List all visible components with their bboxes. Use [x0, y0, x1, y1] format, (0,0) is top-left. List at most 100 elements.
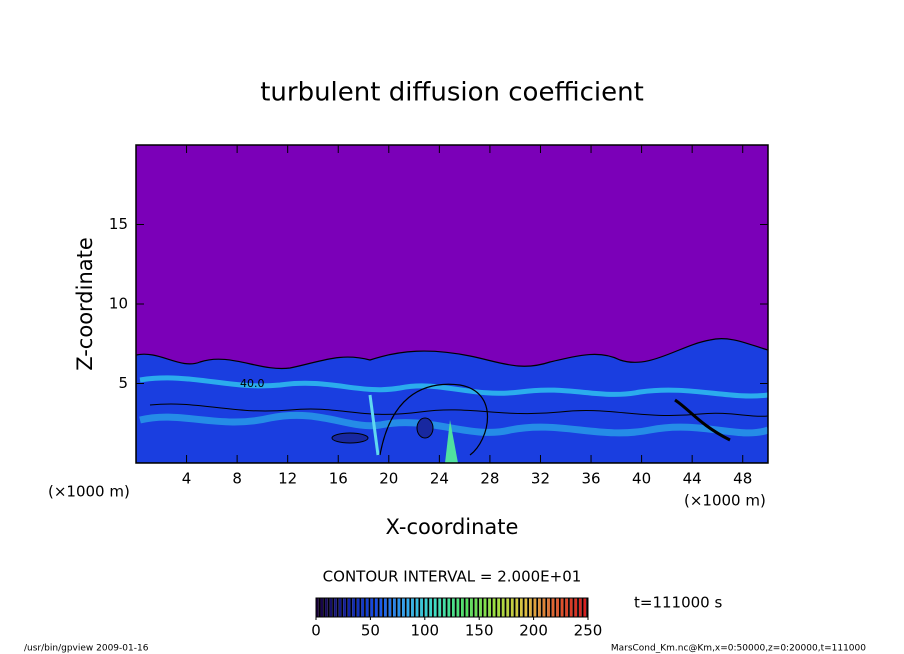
colorbar-swatch — [393, 598, 396, 617]
colorbar-gap — [472, 598, 475, 617]
colorbar-gap — [427, 598, 430, 617]
colorbar-gap — [554, 598, 557, 617]
colorbar-gap — [350, 598, 353, 617]
colorbar-swatch — [316, 598, 319, 617]
colorbar-swatch — [334, 598, 337, 617]
colorbar-gap — [377, 598, 380, 617]
colorbar-gap — [577, 598, 579, 617]
colorbar-gap — [504, 598, 507, 617]
colorbar-gap — [477, 598, 480, 617]
colorbar-swatch — [384, 598, 387, 617]
colorbar-swatch — [556, 598, 559, 617]
colorbar-gap — [545, 598, 548, 617]
colorbar-gap — [522, 598, 525, 617]
colorbar-tick-label: 250 — [574, 622, 603, 640]
colorbar-swatch — [465, 598, 469, 617]
colorbar-swatch — [388, 598, 392, 617]
colorbar-gap — [500, 598, 502, 617]
colorbar-swatch — [551, 598, 555, 617]
colorbar-gap — [364, 598, 366, 617]
colorbar-swatch — [365, 598, 369, 617]
colorbar-swatch — [501, 598, 505, 617]
colorbar-gap — [418, 598, 421, 617]
colorbar-swatch — [515, 598, 519, 617]
colorbar-swatch — [488, 598, 491, 617]
y-unit: (×1000 m) — [48, 483, 130, 501]
colorbar-swatch — [529, 598, 532, 617]
colorbar-swatch — [411, 598, 414, 617]
colorbar-swatch — [483, 598, 487, 617]
colorbar-tick-label: 150 — [465, 622, 494, 640]
colorbar-gap — [468, 598, 471, 617]
chart-title: turbulent diffusion coefficient — [260, 78, 644, 108]
colorbar-gap — [354, 598, 357, 617]
colorbar-swatch — [538, 598, 541, 617]
x-tick-label: 8 — [232, 470, 242, 488]
x-tick-label: 20 — [379, 470, 398, 488]
colorbar-swatch — [329, 598, 333, 617]
colorbar-gap — [568, 598, 570, 617]
colorbar-swatch — [347, 598, 351, 617]
x-tick-label: 28 — [480, 470, 499, 488]
colorbar-gap — [409, 598, 412, 617]
colorbar-swatch — [470, 598, 473, 617]
colorbar-frame — [315, 597, 589, 618]
colorbar-swatch — [424, 598, 428, 617]
colorbar-swatch — [474, 598, 478, 617]
x-tick-label: 32 — [531, 470, 550, 488]
colorbar-swatch — [433, 598, 437, 617]
colorbar-gap — [518, 598, 520, 617]
colorbar-gap — [459, 598, 462, 617]
colorbar-gap — [486, 598, 489, 617]
colorbar-gap — [413, 598, 416, 617]
colorbar-gap — [323, 598, 326, 617]
turbulent-layer — [136, 338, 768, 463]
x-unit: (×1000 m) — [684, 492, 766, 510]
colorbar-swatch — [542, 598, 546, 617]
colorbar-gap — [336, 598, 339, 617]
colorbar-gap — [581, 598, 584, 617]
colorbar-gap — [513, 598, 516, 617]
colorbar-gap — [445, 598, 448, 617]
colorbar-tick-label: 100 — [410, 622, 439, 640]
colorbar-gap — [436, 598, 439, 617]
colorbar-tick-label: 200 — [519, 622, 548, 640]
colorbar-gap — [373, 598, 375, 617]
colorbar-swatch — [370, 598, 374, 617]
x-tick-label: 44 — [683, 470, 702, 488]
x-tick-label: 36 — [581, 470, 600, 488]
colorbar-gap — [345, 598, 348, 617]
colorbar-gap — [332, 598, 335, 617]
colorbar-swatch — [574, 598, 578, 617]
colorbar-gap — [509, 598, 511, 617]
colorbar-swatch — [456, 598, 460, 617]
colorbar-swatch — [479, 598, 482, 617]
colorbar-gap — [422, 598, 425, 617]
contour-label: 40.0 — [240, 377, 265, 390]
y-tick-label: 15 — [109, 215, 128, 233]
colorbar-swatch — [379, 598, 383, 617]
colorbar-swatch — [352, 598, 355, 617]
colorbar-swatch — [520, 598, 523, 617]
colorbar-tick-label: 50 — [361, 622, 380, 640]
colorbar-swatch — [325, 598, 328, 617]
colorbar-swatch — [447, 598, 451, 617]
y-tick-label: 5 — [118, 374, 128, 392]
colorbar-swatch — [320, 598, 324, 617]
colorbar-gap — [382, 598, 384, 617]
colorbar-swatch — [578, 598, 582, 617]
y-tick-label: 10 — [109, 295, 128, 313]
colorbar-gap — [432, 598, 434, 617]
colorbar-swatch — [402, 598, 405, 617]
colorbar-tick-label: 0 — [311, 622, 321, 640]
colorbar-gap — [450, 598, 452, 617]
colorbar-gap — [454, 598, 457, 617]
contour-interval: CONTOUR INTERVAL = 2.000E+01 — [323, 568, 582, 586]
colorbar-gap — [463, 598, 466, 617]
x-tick-label: 4 — [182, 470, 192, 488]
colorbar-swatch — [565, 598, 569, 617]
colorbar-swatch — [492, 598, 496, 617]
footer-right: MarsCond_Km.nc@Km,x=0:50000,z=0:20000,t=… — [611, 644, 866, 654]
colorbar-swatch — [438, 598, 442, 617]
